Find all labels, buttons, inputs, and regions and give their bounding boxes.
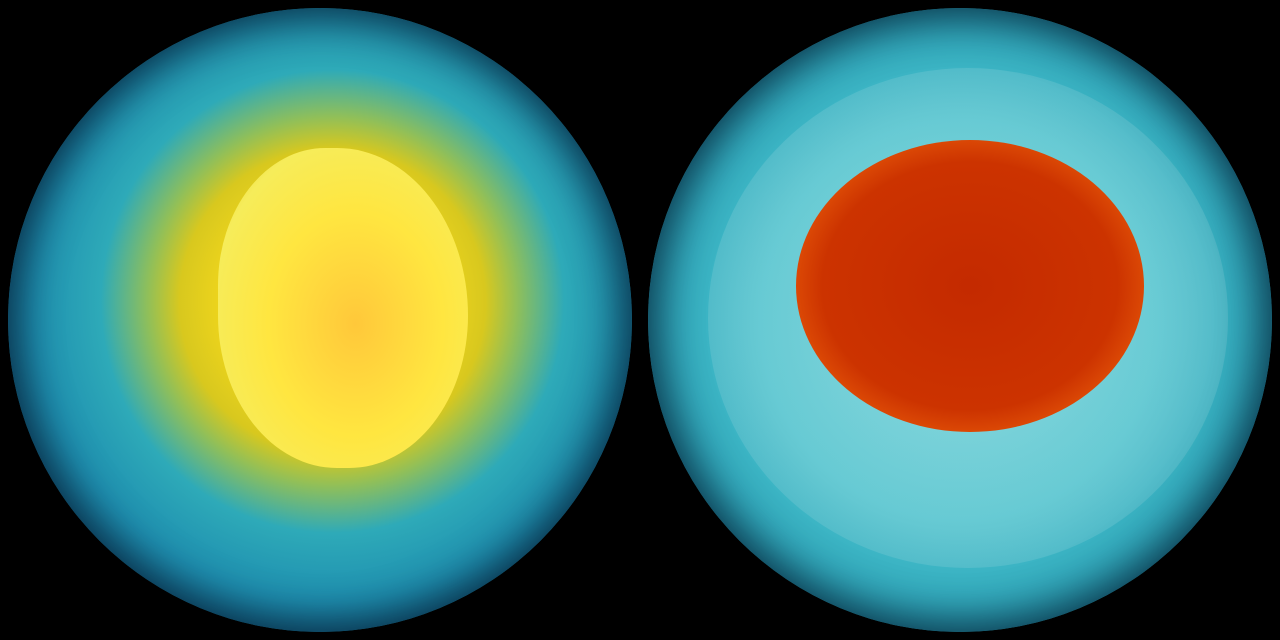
- north-pole-globe: [648, 8, 1272, 632]
- globe-edge-shading: [648, 8, 1272, 632]
- red-high-concentration-region: [796, 140, 1144, 432]
- antarctica-high-concentration-region: [218, 148, 468, 468]
- south-pole-globe: [8, 8, 632, 632]
- globe-edge-shading: [8, 8, 632, 632]
